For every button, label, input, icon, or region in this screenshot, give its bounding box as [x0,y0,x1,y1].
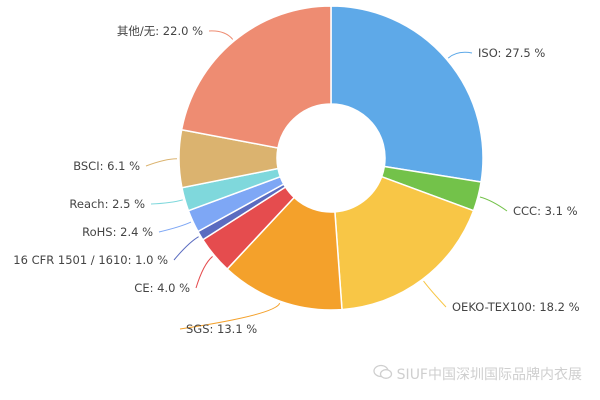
leader-line [447,51,473,59]
leader-line [479,196,508,212]
leader-line [195,256,213,289]
leader-line [158,221,192,233]
slice-oeko-tex100[interactable] [334,175,475,311]
slice-label: CCC: 3.1 % [513,204,578,218]
slice-label: OEKO-TEX100: 18.2 % [452,300,580,314]
leader-lines [145,30,508,330]
slice-sgs[interactable] [226,196,343,311]
wechat-icon [373,364,393,384]
slice-label: 16 CFR 1501 / 1610: 1.0 % [13,253,168,267]
slice-label: 其他/无: 22.0 % [117,24,203,38]
slice-iso[interactable] [330,5,484,183]
leader-line [179,302,281,330]
slice-label: ISO: 27.5 % [478,46,545,60]
slice-label: SGS: 13.1 % [186,322,257,336]
slice-label: Reach: 2.5 % [69,197,145,211]
leader-line [145,158,178,167]
watermark: SIUF中国深圳国际品牌内衣展 [373,364,582,384]
chart-slices [178,5,484,311]
slice-labels: ISO: 27.5 % CCC: 3.1 % OEKO-TEX100: 18.2 %… [13,24,579,336]
leader-line [150,199,183,205]
leader-line [173,236,199,261]
slice--[interactable] [180,5,332,149]
leader-line [423,280,447,308]
slice-label: CE: 4.0 % [134,281,190,295]
slice-label: BSCI: 6.1 % [73,159,140,173]
watermark-text: SIUF中国深圳国际品牌内衣展 [396,367,582,383]
leader-line [208,30,234,40]
slice-label: RoHS: 2.4 % [82,225,153,239]
